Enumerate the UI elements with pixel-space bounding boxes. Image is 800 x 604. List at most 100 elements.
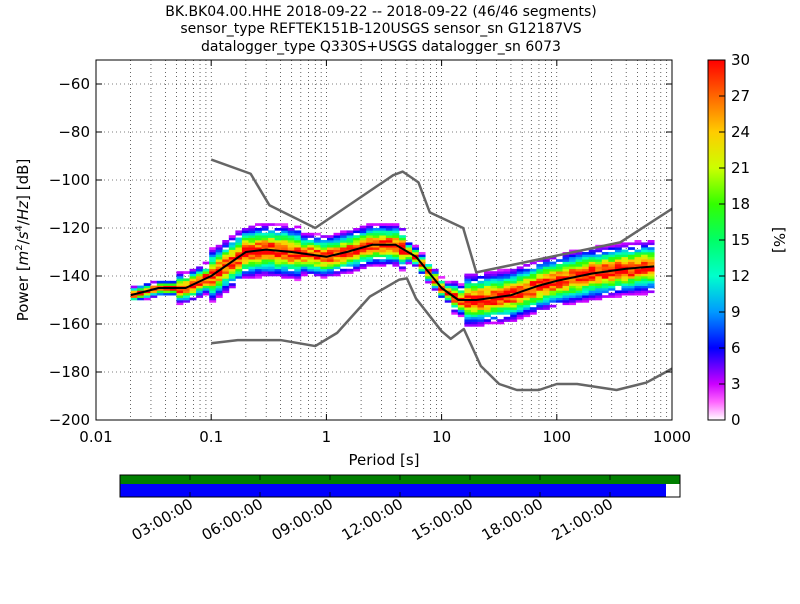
heatmap-cell — [300, 237, 308, 241]
heatmap-cell — [601, 268, 609, 272]
heatmap-cell — [326, 271, 334, 274]
heatmap-cell — [497, 321, 505, 325]
heatmap-cell — [529, 292, 537, 296]
heatmap-cell — [353, 230, 361, 234]
heatmap-cell — [320, 235, 328, 238]
heatmap-cell — [340, 254, 348, 258]
heatmap-cell — [294, 268, 302, 272]
heatmap-cell — [176, 271, 184, 274]
heatmap-cell — [274, 266, 282, 270]
heatmap-cell — [340, 256, 348, 260]
heatmap-cell — [156, 288, 164, 291]
heatmap-cell — [608, 276, 616, 279]
heatmap-cell — [248, 235, 256, 238]
heatmap-cell — [529, 290, 537, 294]
heatmap-cell — [281, 252, 289, 255]
heatmap-cell — [255, 240, 262, 243]
heatmap-cell — [294, 254, 302, 258]
heatmap-cell — [248, 244, 256, 248]
heatmap-cell — [228, 283, 236, 286]
heatmap-cell — [569, 271, 577, 274]
heatmap-cell — [176, 290, 184, 294]
heatmap-cell — [542, 300, 550, 303]
heatmap-cell — [137, 285, 145, 289]
heatmap-cell — [228, 273, 236, 277]
heatmap-cell — [588, 259, 596, 262]
heatmap-cell — [346, 244, 354, 248]
heatmap-cell — [340, 268, 348, 272]
heatmap-cell — [562, 254, 570, 258]
heatmap-cell — [464, 304, 472, 308]
plot-area: −200 −180 −160 −140 −120 −100 −80 −60 0.01 0.1 1 1… — [14, 59, 691, 469]
heatmap-cell — [542, 268, 550, 272]
heatmap-cell — [569, 261, 577, 265]
heatmap-cell — [392, 230, 400, 234]
heatmap-cell — [372, 254, 380, 258]
heatmap-cell — [536, 292, 544, 296]
heatmap-cell — [241, 271, 249, 274]
heatmap-cell — [562, 295, 570, 298]
heatmap-cell — [222, 259, 230, 262]
heatmap-cell — [569, 297, 577, 301]
heatmap-cell — [176, 300, 184, 303]
heatmap-cell — [510, 285, 518, 289]
heatmap-cell — [575, 266, 583, 270]
heatmap-cell — [647, 240, 655, 243]
heatmap-cell — [470, 300, 478, 303]
heatmap-cell — [340, 235, 348, 238]
heatmap-cell — [484, 321, 491, 325]
heatmap-cell — [477, 307, 485, 310]
heatmap-cell — [169, 283, 177, 286]
heatmap-cell — [326, 242, 334, 246]
heatmap-cell — [281, 240, 289, 243]
heatmap-cell — [209, 292, 217, 296]
heatmap-cell — [156, 280, 164, 284]
heatmap-cell — [549, 268, 557, 272]
heatmap-cell — [228, 242, 236, 246]
heatmap-cell — [294, 266, 302, 270]
y-axis: −200 −180 −160 −140 −120 −100 −80 −60 — [49, 75, 672, 429]
heatmap-cell — [346, 240, 354, 243]
heatmap-cell — [372, 252, 380, 255]
heatmap-cell — [470, 285, 478, 289]
heatmap-cell — [503, 290, 511, 294]
heatmap-cell — [379, 254, 387, 258]
heatmap-cell — [595, 261, 603, 265]
heatmap-cell — [542, 276, 550, 279]
heatmap-cell — [516, 266, 524, 270]
heatmap-cell — [196, 285, 204, 289]
heatmap-cell — [215, 295, 223, 298]
heatmap-cell — [261, 256, 269, 260]
heatmap-cell — [183, 280, 190, 284]
heatmap-cell — [503, 300, 511, 303]
heatmap-cell — [385, 223, 393, 226]
heatmap-cell — [451, 288, 459, 291]
heatmap-cell — [379, 230, 387, 234]
heatmap-cell — [438, 295, 446, 298]
heatmap-cell — [385, 232, 393, 236]
heatmap-cell — [333, 264, 341, 267]
heatmap-cell — [484, 288, 491, 291]
heatmap-cell — [536, 297, 544, 301]
heatmap-cell — [588, 292, 596, 296]
heatmap-cell — [575, 259, 583, 262]
heatmap-cell — [608, 292, 616, 296]
heatmap-cell — [287, 228, 295, 231]
heatmap-cell — [294, 244, 302, 248]
heatmap-cell — [241, 237, 249, 241]
heatmap-cell — [379, 242, 387, 246]
heatmap-cell — [588, 256, 596, 260]
heatmap-cell — [451, 285, 459, 289]
heatmap-cell — [412, 244, 419, 248]
heatmap-cell — [588, 273, 596, 277]
heatmap-cell — [647, 259, 655, 262]
heatmap-cell — [235, 232, 243, 236]
heatmap-cell — [588, 280, 596, 284]
heatmap-cell — [641, 273, 649, 277]
heatmap-cell — [215, 280, 223, 284]
heatmap-cell — [608, 295, 616, 298]
heatmap-cell — [333, 249, 341, 253]
heatmap-cell — [268, 254, 276, 258]
heatmap-cell — [241, 276, 249, 279]
heatmap-cell — [222, 288, 230, 291]
